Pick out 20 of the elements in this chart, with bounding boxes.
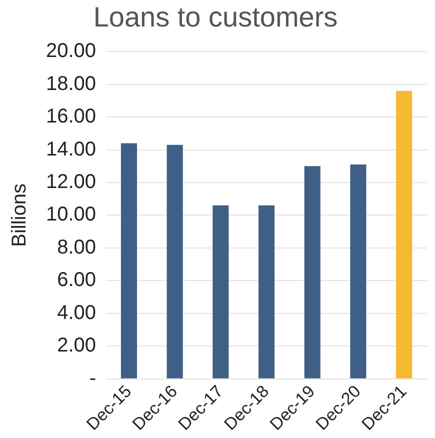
chart-title: Loans to customers <box>93 2 338 33</box>
y-tick-label: 4.00 <box>57 302 96 324</box>
y-tick-label: 2.00 <box>57 334 96 357</box>
y-tick-label: 10.00 <box>46 204 96 226</box>
bar <box>304 166 320 378</box>
bar <box>350 164 366 378</box>
y-axis-title: Billions <box>8 184 31 247</box>
y-tick-label: 14.00 <box>46 138 96 160</box>
bar <box>120 143 137 378</box>
y-tick-label: 12.00 <box>46 171 96 194</box>
bar <box>396 90 412 378</box>
y-tick-label: 18.00 <box>46 72 96 95</box>
y-tick-label: 6.00 <box>57 269 96 292</box>
bar <box>212 205 229 378</box>
y-tick-label: 20.00 <box>46 40 96 62</box>
bar <box>258 205 275 378</box>
y-tick-label: 16.00 <box>46 106 96 128</box>
bar <box>166 144 183 378</box>
y-tick-label: - <box>89 367 96 390</box>
y-tick-label: 8.00 <box>57 236 96 258</box>
